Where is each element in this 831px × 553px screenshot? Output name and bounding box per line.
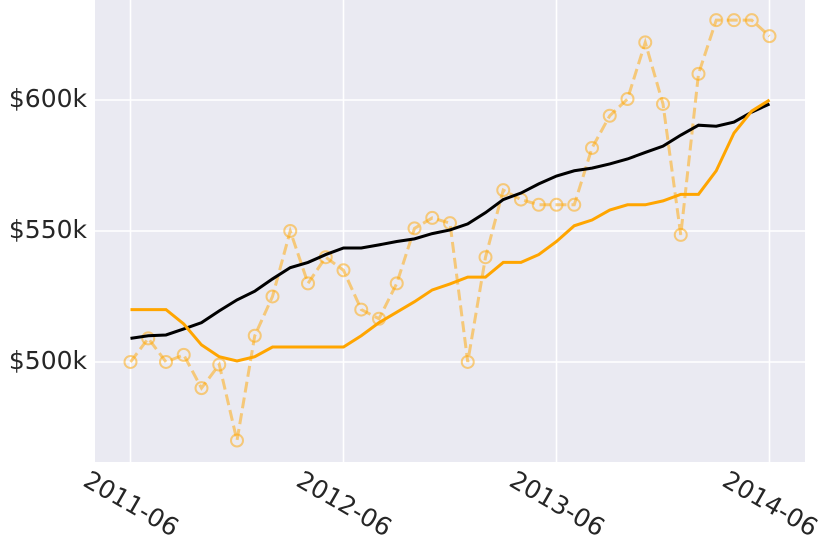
data-point — [159, 354, 173, 369]
data-point — [585, 140, 599, 155]
data-point — [194, 381, 209, 396]
y-tick-label: $600k — [9, 84, 88, 113]
data-point — [283, 224, 298, 238]
data-point — [176, 347, 191, 362]
data-point — [762, 29, 777, 44]
data-point — [407, 221, 422, 236]
data-point — [727, 13, 741, 28]
data-point — [247, 328, 262, 343]
data-point — [744, 13, 759, 28]
x-tick-label: 2013-06 — [505, 465, 610, 542]
data-point — [531, 197, 546, 212]
x-tick-label: 2012-06 — [292, 465, 397, 542]
data-point — [354, 302, 369, 317]
series-line — [130, 98, 771, 363]
y-tick-label: $500k — [9, 346, 88, 375]
data-point — [638, 35, 653, 50]
data-point — [425, 210, 440, 225]
data-point — [460, 354, 475, 369]
data-point — [123, 354, 138, 369]
data-point — [673, 227, 688, 242]
data-point — [691, 66, 706, 81]
data-point — [230, 433, 244, 448]
data-point — [656, 96, 670, 111]
data-point — [141, 331, 156, 346]
data-point — [265, 289, 280, 304]
data-point — [301, 276, 315, 291]
data-point — [567, 197, 582, 212]
data-point — [709, 13, 724, 28]
data-point — [336, 263, 351, 278]
data-point — [389, 276, 404, 291]
data-point — [478, 250, 493, 265]
x-tick-label: 2014-06 — [718, 465, 823, 542]
series-line — [130, 102, 771, 340]
x-tick-label: 2011-06 — [79, 465, 184, 542]
y-tick-label: $550k — [9, 215, 88, 244]
data-point — [549, 197, 564, 212]
series-line — [129, 18, 771, 441]
data-point — [496, 183, 511, 198]
data-point — [602, 108, 617, 123]
data-point — [212, 357, 227, 372]
data-point — [620, 92, 635, 106]
